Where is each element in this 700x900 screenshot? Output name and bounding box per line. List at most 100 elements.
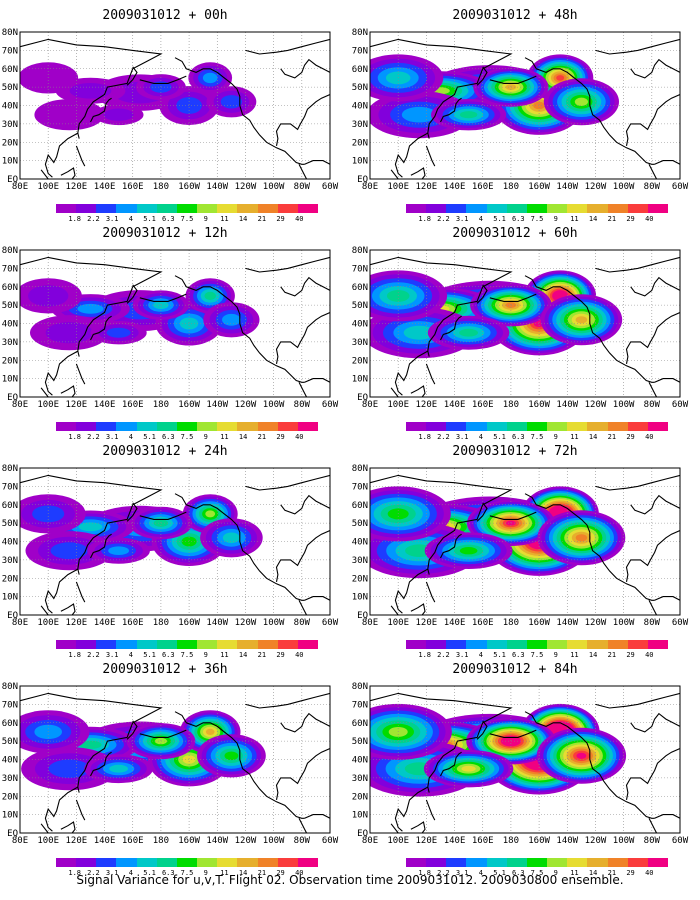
coastline	[427, 568, 430, 575]
legend-tick-label: 4	[478, 651, 483, 659]
legend-tick-label: 2.2	[87, 215, 100, 223]
coastline	[370, 38, 513, 178]
variance-contour	[48, 759, 90, 778]
longitude-label: 160E	[472, 400, 494, 410]
coastline	[625, 747, 680, 801]
variance-contour	[181, 536, 197, 547]
panel-title: 2009031012 + 24h	[102, 444, 228, 459]
latitude-label: 80N	[2, 464, 18, 474]
legend-tick-label: 7.5	[530, 215, 544, 223]
legend-swatch	[526, 858, 548, 867]
latitude-label: 60N	[2, 65, 18, 75]
legend-tick-label: 7.5	[180, 651, 194, 659]
variance-contour	[50, 542, 89, 560]
legend-tick-label: 3.1	[105, 433, 119, 441]
legend-swatch	[547, 204, 568, 213]
latitude-label: 50N	[352, 301, 368, 311]
variance-contour	[153, 519, 169, 527]
coastline	[425, 581, 436, 603]
legend-tick-label: 40	[645, 651, 654, 659]
latitude-label: 10N	[352, 375, 368, 385]
legend-swatch	[76, 422, 97, 431]
coastline	[410, 167, 426, 179]
legend-swatch	[607, 422, 628, 431]
latitude-label: 40N	[2, 538, 18, 548]
legend-swatch	[136, 204, 157, 213]
map-panel: 2009031012 + 00h 80N 70N 60N 50N 40N 30N 20N 10N…	[0, 8, 345, 223]
legend-swatch	[136, 640, 157, 649]
longitude-label: 180	[503, 836, 519, 846]
latitude-label: 60N	[352, 283, 368, 293]
variance-contour	[34, 99, 105, 131]
legend-tick-label: 9	[553, 215, 558, 223]
legend-tick-label: 9	[203, 215, 208, 223]
coastline	[90, 315, 112, 341]
latitude-label: 50N	[2, 301, 18, 311]
latitude-label: 50N	[2, 737, 18, 747]
legend-swatch	[506, 204, 527, 213]
legend-tick-label: 3.1	[455, 869, 469, 877]
coastline	[60, 821, 76, 833]
coastline	[280, 494, 330, 515]
latitude-label: 40N	[352, 102, 368, 112]
longitude-label: 100E	[37, 836, 59, 846]
legend-swatch	[406, 640, 427, 649]
legend-swatch	[257, 204, 278, 213]
coastline	[630, 712, 680, 733]
legend-tick-label: 6.3	[161, 215, 175, 223]
legend-tick-label: 29	[276, 869, 285, 877]
legend-swatch	[607, 640, 628, 649]
longitude-label: 160E	[472, 618, 494, 628]
legend-swatch	[607, 858, 628, 867]
legend-tick-label: 21	[257, 215, 267, 223]
legend-swatch	[197, 640, 218, 649]
variance-contour	[220, 95, 243, 109]
latitude-label: 80N	[352, 246, 368, 256]
coastline	[60, 167, 76, 179]
latitude-label: 80N	[352, 464, 368, 474]
legend-tick-label: 9	[203, 651, 208, 659]
latitude-label: 40N	[2, 102, 18, 112]
coastline	[390, 823, 399, 833]
longitude-label: 180	[153, 182, 169, 192]
legend-tick-label: 3.1	[455, 651, 469, 659]
longitude-label: 100W	[613, 182, 635, 192]
longitude-label: 120W	[235, 182, 257, 192]
legend-swatch	[627, 204, 648, 213]
legend-swatch	[76, 204, 97, 213]
legend-swatch	[567, 422, 588, 431]
longitude-label: 120E	[416, 836, 438, 846]
legend-swatch	[237, 204, 258, 213]
legend-swatch	[176, 640, 198, 649]
variance-contour	[204, 291, 216, 300]
latitude-label: 70N	[352, 482, 368, 492]
latitude-label: 80N	[2, 682, 18, 692]
legend-tick-label: 29	[626, 433, 635, 441]
latitude-label: EQ	[7, 175, 18, 185]
legend-swatch	[486, 858, 507, 867]
longitude-label: 100W	[263, 182, 285, 192]
coastline	[245, 38, 330, 55]
longitude-label: 100W	[613, 836, 635, 846]
longitude-label: 120E	[66, 836, 88, 846]
variance-contour	[505, 302, 517, 308]
longitude-label: 100E	[37, 182, 59, 192]
coastline	[410, 385, 426, 397]
legend-swatch	[526, 204, 548, 213]
longitude-label: 140W	[206, 836, 228, 846]
legend-swatch	[567, 858, 588, 867]
coastline	[524, 57, 655, 165]
legend-tick-label: 40	[645, 869, 654, 877]
legend-swatch	[237, 858, 258, 867]
coastline	[489, 75, 537, 84]
legend-tick-label: 40	[295, 433, 304, 441]
legend-tick-label: 2.2	[437, 215, 450, 223]
map-panel: 2009031012 + 12h 80N 70N 60N 50N 40N 30N 20N 10N…	[0, 226, 345, 441]
variance-contour	[150, 81, 172, 93]
latitude-label: EQ	[357, 175, 368, 185]
legend-swatch	[406, 858, 427, 867]
legend-tick-label: 3.1	[105, 869, 119, 877]
legend-swatch	[567, 640, 588, 649]
latitude-label: EQ	[7, 393, 18, 403]
legend-swatch	[627, 640, 648, 649]
